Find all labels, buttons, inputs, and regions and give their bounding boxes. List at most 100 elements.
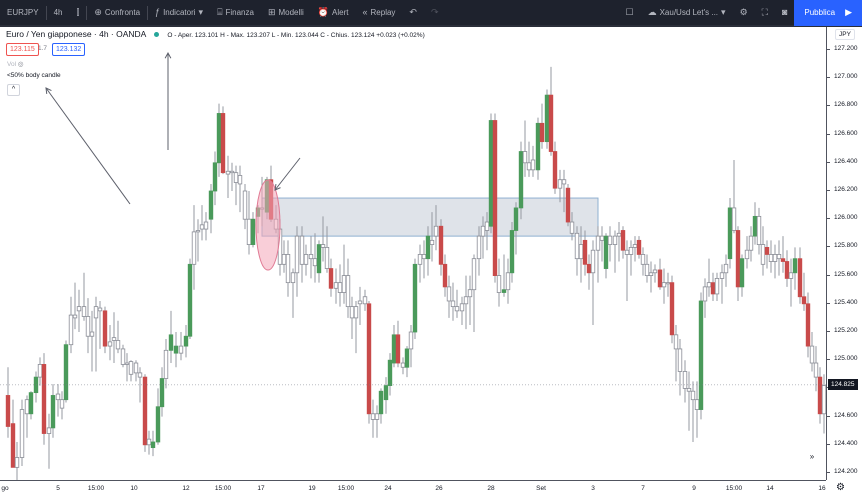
layout-name-button[interactable]: ☁ Xau/Usd Let's ... ▾ (641, 0, 733, 25)
candle-body (46, 427, 52, 434)
symbol-search-button[interactable]: EURJPY (0, 0, 46, 25)
redo-icon: ↷ (430, 7, 439, 17)
divider (45, 5, 47, 20)
candle-body (578, 244, 584, 260)
candle-body (772, 254, 778, 262)
candle-body (582, 239, 588, 265)
volume-indicator[interactable]: Vol ◎ (7, 60, 24, 68)
candle-body (203, 221, 209, 230)
candle-body (505, 272, 511, 291)
publish-label: Pubblica (804, 8, 836, 17)
candle-body (294, 235, 300, 274)
play-icon: ▶ (845, 7, 852, 17)
candle-body (599, 235, 605, 241)
candle-body (168, 334, 174, 351)
price-tick-label: 127.000 (826, 73, 858, 81)
buy-price-button[interactable]: 123.132 (52, 43, 86, 56)
candle-body (137, 372, 143, 378)
candle-body (552, 151, 558, 189)
candle-body (115, 340, 121, 350)
layout-button[interactable]: ☐ (619, 0, 641, 25)
publish-button[interactable]: Pubblica ▶ (794, 0, 862, 26)
financials-label: Finanza (225, 8, 254, 17)
indicators-button[interactable]: ƒ Indicatori ▾ (148, 0, 210, 25)
cloud-icon: ☁ (647, 7, 657, 17)
price-tick-label: 126.600 (826, 129, 858, 137)
candlestick-chart[interactable] (0, 27, 826, 480)
candle-body (374, 413, 380, 420)
candle-body (353, 306, 359, 319)
time-tick-label: 19 (308, 485, 316, 492)
candle-body (768, 254, 774, 262)
interval-label: 4h (53, 8, 63, 17)
undo-button[interactable]: ↶ (402, 0, 424, 25)
candle-body (788, 272, 794, 279)
candle-body (124, 362, 130, 365)
time-tick-label: 3 (591, 485, 595, 492)
candle-body (120, 348, 126, 365)
candle-body (195, 230, 201, 233)
compare-button[interactable]: ⊕ Confronta (87, 0, 147, 25)
symbol-title: Euro / Yen giapponese · 4h · OANDA (6, 29, 147, 39)
collapse-legend-button[interactable]: ^ (7, 84, 20, 96)
candle-body (433, 225, 439, 237)
scroll-to-realtime-button[interactable]: » (806, 451, 818, 463)
candle-body (333, 282, 339, 289)
candle-body (37, 364, 43, 378)
price-tick-label: 124.400 (826, 439, 858, 447)
templates-button[interactable]: ⊞ Modelli (261, 0, 311, 25)
time-tick-label: go (1, 485, 9, 492)
axis-settings-icon[interactable]: ⚙ (836, 482, 845, 493)
price-tick-label: 124.200 (826, 468, 858, 475)
candle-body (652, 269, 658, 274)
templates-icon: ⊞ (267, 7, 276, 17)
candle-body (55, 393, 61, 401)
candle-body (561, 179, 567, 185)
candle-body (719, 272, 725, 279)
candle-body (159, 378, 165, 408)
candle-body (68, 314, 74, 346)
candle-body (233, 172, 239, 183)
candle-body (63, 344, 69, 401)
candle-body (10, 423, 16, 468)
candle-body (362, 296, 368, 305)
time-axis[interactable] (0, 480, 826, 499)
candle-body (383, 385, 389, 401)
candle-body (739, 258, 745, 288)
study-label[interactable]: <50% body candle (7, 72, 61, 79)
eye-hidden-icon[interactable]: ◎ (17, 61, 24, 68)
candle-body (220, 113, 226, 174)
redo-button[interactable]: ↷ (424, 0, 446, 25)
snapshot-button[interactable]: ◙ (775, 0, 794, 25)
price-axis[interactable] (826, 27, 862, 480)
candle-body (636, 239, 642, 255)
candle-body (809, 345, 815, 364)
price-tick-label: 125.800 (826, 242, 858, 250)
replay-label: Replay (370, 8, 396, 17)
replay-button[interactable]: «Replay (356, 0, 403, 25)
candle-body (574, 232, 580, 260)
candle-body (476, 235, 482, 260)
candle-body (714, 278, 720, 295)
candle-body (312, 258, 318, 267)
highlight-ellipse (255, 179, 281, 271)
candle-body (764, 246, 770, 255)
sell-price-button[interactable]: 123.115 (6, 43, 39, 56)
alert-button[interactable]: ⏰ Alert (311, 0, 356, 25)
chart-legend: Euro / Yen giapponese · 4h · OANDA O - Ap… (6, 29, 425, 39)
fullscreen-button[interactable]: ⛶ (755, 0, 775, 25)
chart-type-button[interactable]: ⫿ (69, 0, 86, 25)
financials-button[interactable]: ⌸ Finanza (210, 0, 261, 25)
interval-button[interactable]: 4h (47, 0, 70, 25)
candle-body (281, 254, 287, 265)
time-tick-label: 12 (182, 485, 190, 492)
chevron-up-icon: ^ (11, 86, 16, 93)
currency-label[interactable]: JPY (835, 29, 855, 40)
candle-body (28, 392, 34, 415)
settings-button[interactable]: ⚙ (733, 0, 755, 25)
candle-body (661, 282, 667, 288)
candle-body (191, 231, 197, 265)
price-tick-label: 126.200 (826, 186, 858, 193)
candle-body (250, 218, 256, 245)
fx-icon: ƒ (155, 7, 161, 17)
